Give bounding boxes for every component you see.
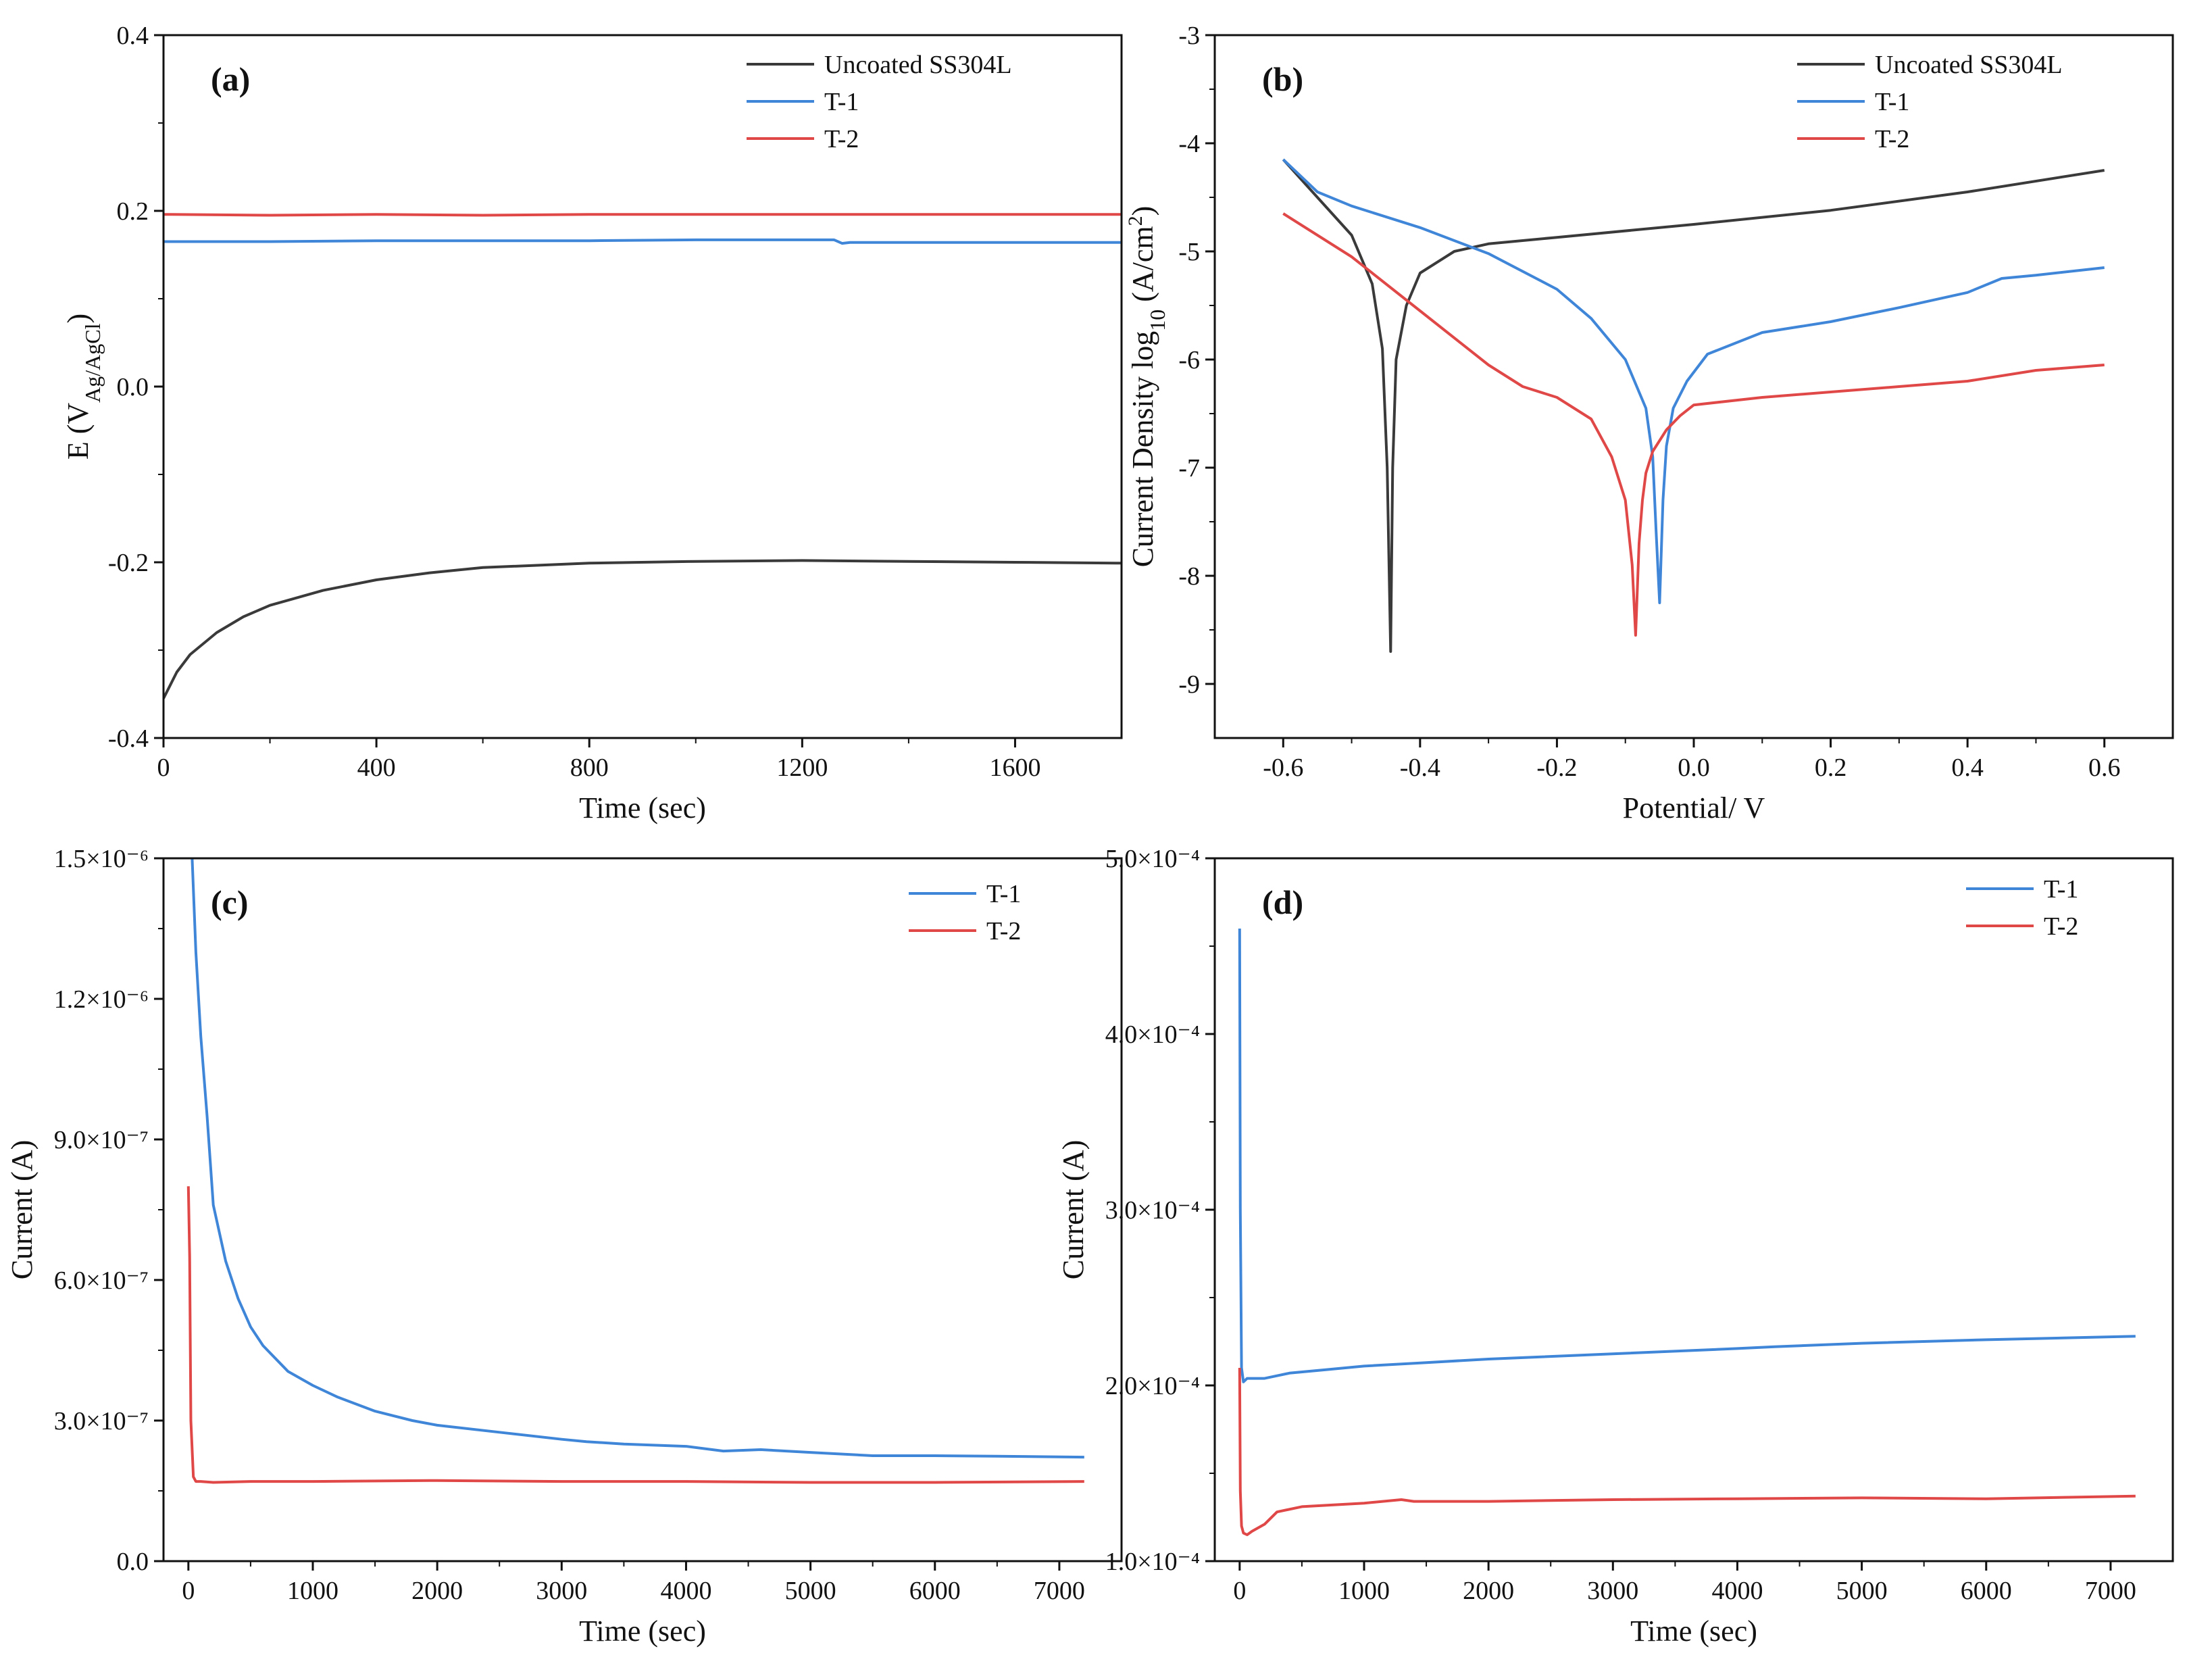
chart-panel-2: 0 1000 2000 3000 4000 5000 6000 7000 0.0 3.0×10⁻⁷…: [5, 845, 1123, 1648]
series-line-uncoated: [164, 559, 1122, 699]
y-tick-label: -5: [1178, 238, 1200, 266]
panel-label: (a): [211, 60, 250, 98]
y-tick-label: 2.0×10⁻⁴: [1105, 1372, 1200, 1400]
x-tick-label: 4000: [1711, 1577, 1763, 1605]
panel-label: (b): [1262, 60, 1303, 98]
legend-label: Uncoated SS304L: [824, 51, 1012, 79]
series-line-t1: [164, 238, 1122, 245]
x-tick-label: 6000: [909, 1577, 961, 1605]
axis-frame: [1213, 34, 2174, 739]
x-tick-label: 0: [182, 1577, 195, 1605]
y-axis-title: Current (A): [5, 1140, 39, 1280]
x-tick-label: 7000: [2085, 1577, 2136, 1605]
x-tick-label: 0.0: [1678, 754, 1710, 782]
series-line-t1: [1238, 928, 2136, 1383]
x-tick-label: 5000: [785, 1577, 836, 1605]
x-tick-label: 5000: [1836, 1577, 1888, 1605]
chart-panel-3: 0 1000 2000 3000 4000 5000 6000 7000 1.0×10⁻⁴ 2.0…: [1057, 845, 2174, 1648]
x-tick-label: 400: [357, 754, 396, 782]
y-tick-label: 3.0×10⁻⁷: [54, 1407, 149, 1435]
x-tick-label: 6000: [1961, 1577, 2012, 1605]
y-axis-title: Current Density log10 (A/cm2): [1124, 206, 1170, 568]
series-line-t2: [164, 213, 1122, 217]
x-tick-label: 7000: [1034, 1577, 1085, 1605]
panel-label: (c): [211, 883, 249, 921]
y-tick-label: 0.0: [117, 373, 149, 401]
y-tick-label: 0.4: [117, 22, 149, 50]
chart-panel-0: 0 400 800 1200 1600 -0.4 -0.2 0.0 0.2 0.4 Time (se…: [61, 22, 1123, 824]
chart-panel-1: -0.6 -0.4 -0.2 0.0 0.2 0.4 0.6 -9 -8 -7 -6 -5 -4 -3 Po…: [1124, 22, 2174, 824]
y-tick-label: 5.0×10⁻⁴: [1105, 845, 1200, 873]
x-tick-label: 1000: [1338, 1577, 1390, 1605]
x-tick-label: 0: [1233, 1577, 1246, 1605]
x-tick-label: 0: [157, 754, 170, 782]
legend-label: T-1: [1875, 88, 1909, 116]
y-tick-label: -6: [1178, 346, 1200, 374]
legend-label: Uncoated SS304L: [1875, 51, 2063, 79]
legend-label: T-2: [1875, 125, 1909, 153]
y-tick-label: 1.0×10⁻⁴: [1105, 1548, 1200, 1576]
y-tick-label: -3: [1178, 22, 1200, 50]
y-tick-label: -8: [1178, 562, 1200, 591]
legend-label: T-1: [986, 880, 1021, 908]
series-line-t2: [1238, 1367, 2136, 1536]
y-tick-label: 4.0×10⁻⁴: [1105, 1020, 1200, 1049]
legend-label: T-2: [824, 125, 859, 153]
x-axis-title: Potential/ V: [1623, 791, 1765, 824]
x-axis-title: Time (sec): [1630, 1615, 1757, 1648]
x-axis-title: Time (sec): [579, 1615, 706, 1648]
x-tick-label: 0.2: [1815, 754, 1847, 782]
y-tick-label: -4: [1178, 130, 1200, 158]
axis-frame: [162, 34, 1123, 739]
x-tick-label: 3000: [536, 1577, 587, 1605]
legend-label: T-1: [2044, 875, 2078, 904]
y-tick-label: 9.0×10⁻⁷: [54, 1126, 149, 1154]
y-tick-label: 1.2×10⁻⁶: [54, 985, 149, 1014]
x-tick-label: 4000: [660, 1577, 711, 1605]
series-line-t2: [1282, 212, 2105, 637]
x-tick-label: 1000: [287, 1577, 338, 1605]
y-tick-label: -7: [1178, 454, 1200, 483]
x-tick-label: -0.6: [1263, 754, 1303, 782]
legend-label: T-2: [986, 917, 1021, 945]
x-tick-label: 0.4: [1951, 754, 1984, 782]
y-tick-label: -9: [1178, 670, 1200, 699]
series-line-t1: [191, 858, 1084, 1459]
y-tick-label: -0.2: [108, 549, 149, 577]
axis-frame: [1213, 857, 2174, 1562]
x-tick-label: 1200: [776, 754, 828, 782]
panel-label: (d): [1262, 883, 1303, 921]
y-tick-label: -0.4: [108, 724, 149, 753]
x-tick-label: -0.2: [1536, 754, 1577, 782]
y-axis-title: Current (A): [1057, 1140, 1090, 1280]
series-line-uncoated: [1282, 158, 2105, 653]
x-tick-label: 3000: [1587, 1577, 1638, 1605]
x-axis-title: Time (sec): [579, 791, 706, 824]
y-tick-label: 0.2: [117, 197, 149, 226]
y-tick-label: 6.0×10⁻⁷: [54, 1266, 149, 1295]
y-tick-label: 0.0: [117, 1548, 149, 1576]
legend-label: T-2: [2044, 912, 2078, 941]
x-tick-label: 2000: [411, 1577, 463, 1605]
series-line-t1: [1282, 158, 2105, 604]
x-tick-label: 800: [570, 754, 609, 782]
legend-label: T-1: [824, 88, 859, 116]
y-tick-label: 1.5×10⁻⁶: [54, 845, 149, 873]
x-tick-label: -0.4: [1400, 754, 1440, 782]
y-axis-title: E (VAg/AgCl): [61, 314, 105, 460]
x-tick-label: 2000: [1463, 1577, 1514, 1605]
y-tick-label: 3.0×10⁻⁴: [1105, 1196, 1200, 1225]
x-tick-label: 0.6: [2088, 754, 2121, 782]
x-tick-label: 1600: [989, 754, 1040, 782]
series-line-t2: [186, 1186, 1084, 1484]
